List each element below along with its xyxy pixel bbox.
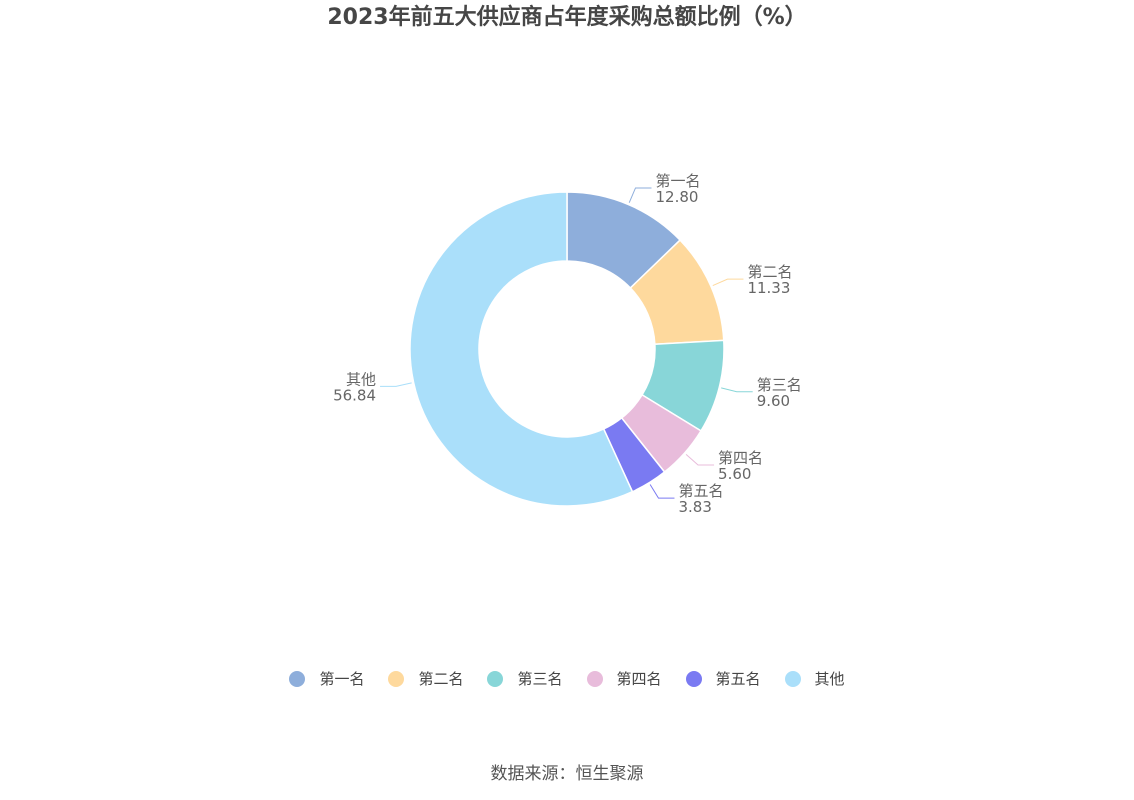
chart-title: 2023年前五大供应商占年度采购总额比例（%） <box>327 5 807 30</box>
data-source: 数据来源：恒生聚源 <box>490 764 644 784</box>
legend-label: 其他 <box>814 670 845 688</box>
legend-swatch-icon <box>487 671 504 687</box>
slice-label-6: 其他 <box>346 370 376 388</box>
legend-label: 第一名 <box>319 670 365 688</box>
leader-line-3 <box>721 387 753 393</box>
legend-item-4[interactable]: 第四名 <box>586 667 662 691</box>
legend-label: 第五名 <box>715 670 761 688</box>
slice-value-4: 5.60 <box>718 465 751 483</box>
slice-value-3: 9.60 <box>757 392 790 410</box>
slice-label-2: 第二名 <box>747 263 792 281</box>
leader-line-5 <box>649 484 675 499</box>
legend-swatch-icon <box>784 671 801 687</box>
leader-line-4 <box>685 453 715 466</box>
legend: 第一名 第二名 第三名 第四名 第五名 其他 <box>0 667 1134 691</box>
slice-label-4: 第四名 <box>718 449 763 467</box>
legend-item-6[interactable]: 其他 <box>784 667 845 691</box>
slice-label-3: 第三名 <box>757 376 802 394</box>
leader-line-2 <box>712 278 744 286</box>
slice-value-6: 56.84 <box>333 386 376 404</box>
slice-6[interactable] <box>409 191 634 507</box>
legend-swatch-icon <box>685 671 702 687</box>
legend-item-1[interactable]: 第一名 <box>289 667 364 691</box>
slice-value-1: 12.80 <box>655 188 698 206</box>
legend-label: 第二名 <box>418 670 464 688</box>
legend-item-2[interactable]: 第二名 <box>388 667 463 691</box>
slice-label-1: 第一名 <box>655 172 700 190</box>
slice-label-5: 第五名 <box>678 482 723 500</box>
legend-item-3[interactable]: 第三名 <box>487 667 563 691</box>
slice-value-5: 3.83 <box>678 498 711 516</box>
slices-group <box>409 191 725 507</box>
leader-line-6 <box>380 382 412 387</box>
leader-line-1 <box>628 187 652 203</box>
legend-swatch-icon <box>586 671 603 687</box>
legend-label: 第三名 <box>517 670 563 688</box>
slice-value-2: 11.33 <box>747 279 790 297</box>
legend-swatch-icon <box>289 671 306 687</box>
legend-swatch-icon <box>388 671 405 687</box>
legend-item-5[interactable]: 第五名 <box>685 667 761 691</box>
legend-label: 第四名 <box>616 670 662 688</box>
